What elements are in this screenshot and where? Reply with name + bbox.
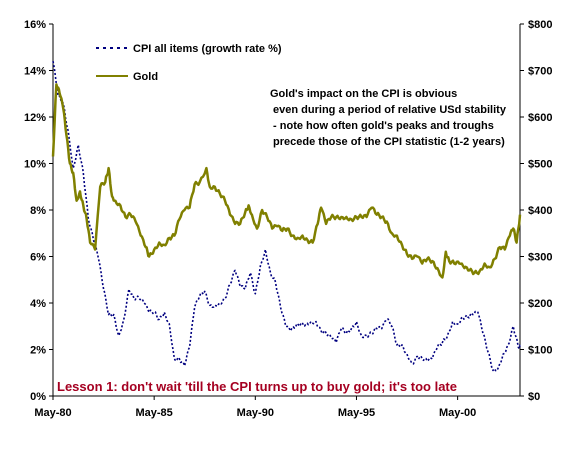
annotation-line-1: Gold's impact on the CPI is obvious [270,88,457,100]
annotation-line-4: precede those of the CPI statistic (1-2 … [270,136,505,148]
x-tick-label: May-90 [237,407,274,419]
left-tick-label: 8% [30,205,46,217]
cpi-series-line [52,61,521,372]
legend: CPI all items (growth rate %) Gold [96,43,282,83]
annotation: Gold's impact on the CPI is obvious even… [270,88,507,148]
series-layer [51,61,522,372]
annotation-line-2: even during a period of relative USd sta… [270,104,507,116]
right-tick-label: $600 [528,112,552,124]
left-tick-label: 16% [24,19,46,31]
right-tick-label: $100 [528,345,552,357]
x-tick-label: May-95 [338,407,375,419]
right-tick-label: $0 [528,391,540,403]
gold-series-line [51,83,522,279]
right-tick-label: $800 [528,19,552,31]
legend-gold-label: Gold [133,71,158,83]
right-tick-label: $700 [528,66,552,78]
left-tick-label: 0% [30,391,46,403]
left-tick-label: 12% [24,112,46,124]
left-tick-label: 14% [24,66,46,78]
axis-ticks: 0% 2% 4% 6% 8% 10% 12% 14% 16% $0 $100 $200 $300 $400… [24,19,553,419]
right-tick-label: $200 [528,298,552,310]
right-tick-label: $500 [528,159,552,171]
left-tick-label: 6% [30,252,46,264]
right-tick-label: $400 [528,205,552,217]
left-tick-label: 10% [24,159,46,171]
left-tick-label: 4% [30,298,46,310]
legend-cpi-label: CPI all items (growth rate %) [133,43,282,55]
x-tick-label: May-00 [439,407,476,419]
x-tick-label: May-80 [34,407,71,419]
left-tick-label: 2% [30,345,46,357]
annotation-line-3: - note how often gold's peaks and trough… [270,120,494,132]
plot-area [52,24,521,397]
lesson-footnote: Lesson 1: don't wait 'till the CPI turns… [57,379,457,394]
right-tick-label: $300 [528,252,552,264]
x-tick-label: May-85 [136,407,173,419]
